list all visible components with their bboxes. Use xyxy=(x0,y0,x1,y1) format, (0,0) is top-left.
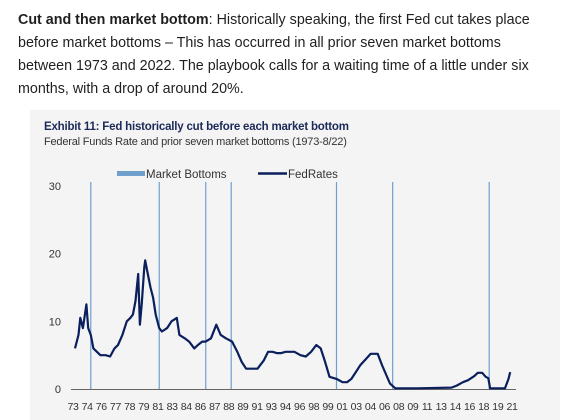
x-tick-label-25: 11 xyxy=(422,401,433,413)
x-tick-label-3: 77 xyxy=(110,401,122,413)
y-tick-label-2: 20 xyxy=(49,249,61,261)
y-axis-ticks: 0 10 20 30 xyxy=(49,181,61,396)
chart-subtitle: Federal Funds Rate and prior seven marke… xyxy=(44,136,347,148)
x-tick-label-14: 93 xyxy=(266,401,278,413)
x-tick-label-31: 21 xyxy=(506,401,518,413)
intro-text: : Historically speaking, the first Fed c… xyxy=(18,12,530,97)
legend-swatch-market-bottoms xyxy=(117,171,145,176)
chart-legend: Market Bottoms FedRates xyxy=(117,169,338,181)
x-tick-label-19: 01 xyxy=(337,401,349,413)
x-tick-label-1: 74 xyxy=(82,401,94,413)
x-tick-label-18: 99 xyxy=(322,401,334,413)
x-tick-label-24: 09 xyxy=(407,401,419,413)
x-tick-label-20: 03 xyxy=(351,401,363,413)
x-tick-label-21: 04 xyxy=(365,401,377,413)
legend-label-market-bottoms: Market Bottoms xyxy=(146,169,227,181)
x-tick-label-4: 78 xyxy=(124,401,136,413)
x-tick-label-22: 06 xyxy=(379,401,391,413)
x-tick-label-5: 79 xyxy=(138,401,150,413)
x-tick-label-2: 76 xyxy=(96,401,108,413)
x-tick-label-16: 96 xyxy=(294,401,306,413)
x-tick-label-13: 91 xyxy=(252,401,264,413)
x-tick-label-28: 16 xyxy=(464,401,476,413)
x-tick-label-27: 14 xyxy=(450,401,462,413)
fed-rates-line xyxy=(73,259,512,390)
x-tick-label-30: 19 xyxy=(492,401,504,413)
market-bottom-lines xyxy=(90,182,490,389)
x-tick-label-17: 98 xyxy=(308,401,320,413)
x-tick-label-26: 13 xyxy=(436,401,448,413)
x-tick-label-29: 18 xyxy=(478,401,490,413)
x-tick-label-8: 84 xyxy=(181,401,193,413)
intro-paragraph: Cut and then market bottom: Historically… xyxy=(18,9,558,101)
intro-bold-lead: Cut and then market bottom xyxy=(18,12,209,28)
legend-label-fed-rates: FedRates xyxy=(288,169,338,181)
x-axis: 73 74 76 77 78 79 81 83 84 86 87 88 89 91 93 94 96 98 99 01… xyxy=(67,389,518,413)
x-tick-label-7: 83 xyxy=(167,401,179,413)
x-tick-label-15: 94 xyxy=(280,401,292,413)
y-tick-label-3: 30 xyxy=(49,181,61,193)
x-tick-label-12: 89 xyxy=(237,401,249,413)
y-tick-label-0: 0 xyxy=(55,384,61,396)
x-tick-label-9: 86 xyxy=(195,401,207,413)
x-tick-label-11: 88 xyxy=(223,401,235,413)
chart-panel xyxy=(30,110,560,420)
chart-title: Exhibit 11: Fed historically cut before … xyxy=(44,121,349,133)
x-tick-label-10: 87 xyxy=(209,401,221,413)
x-tick-label-6: 81 xyxy=(152,401,164,413)
x-tick-label-0: 73 xyxy=(67,401,79,413)
x-tick-label-23: 08 xyxy=(393,401,405,413)
y-tick-label-1: 10 xyxy=(49,316,61,328)
fed-rates-line-group xyxy=(73,259,512,390)
